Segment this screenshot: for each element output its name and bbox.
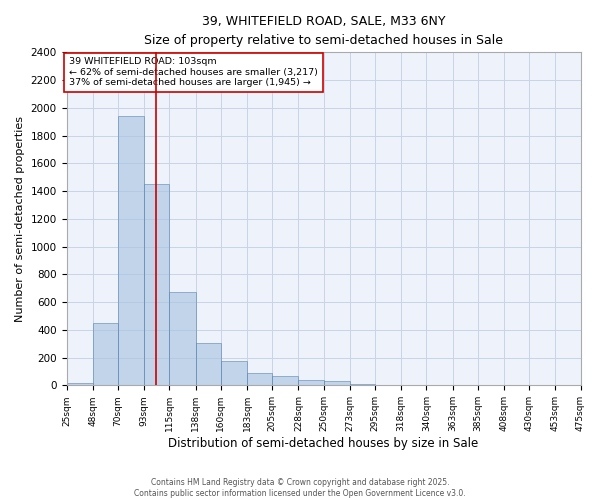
Bar xyxy=(196,343,221,386)
Bar xyxy=(247,373,272,386)
Y-axis label: Number of semi-detached properties: Number of semi-detached properties xyxy=(15,116,25,322)
Bar xyxy=(350,384,375,386)
Bar xyxy=(221,361,247,386)
Bar xyxy=(144,184,169,386)
Bar xyxy=(93,323,118,386)
Bar xyxy=(272,376,298,386)
Bar xyxy=(118,116,144,386)
Bar xyxy=(169,292,196,386)
X-axis label: Distribution of semi-detached houses by size in Sale: Distribution of semi-detached houses by … xyxy=(169,437,479,450)
Bar xyxy=(401,384,427,386)
Bar xyxy=(298,380,323,386)
Bar xyxy=(67,382,93,386)
Bar xyxy=(375,384,401,386)
Title: 39, WHITEFIELD ROAD, SALE, M33 6NY
Size of property relative to semi-detached ho: 39, WHITEFIELD ROAD, SALE, M33 6NY Size … xyxy=(144,15,503,47)
Text: Contains HM Land Registry data © Crown copyright and database right 2025.
Contai: Contains HM Land Registry data © Crown c… xyxy=(134,478,466,498)
Bar xyxy=(323,381,350,386)
Text: 39 WHITEFIELD ROAD: 103sqm
← 62% of semi-detached houses are smaller (3,217)
37%: 39 WHITEFIELD ROAD: 103sqm ← 62% of semi… xyxy=(69,58,318,87)
